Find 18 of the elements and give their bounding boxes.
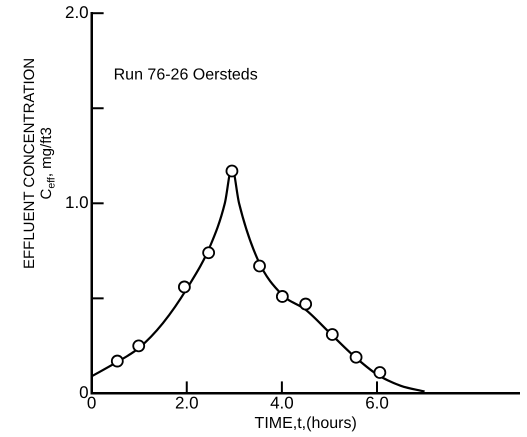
point — [276, 290, 289, 303]
point — [373, 366, 386, 379]
x-tick-label: 2.0 — [174, 393, 199, 412]
x-axis-title: TIME,t,(hours) — [254, 414, 357, 432]
point — [110, 354, 124, 368]
point — [132, 339, 146, 352]
y-tick-label: 1.0 — [64, 192, 89, 212]
point — [299, 298, 312, 310]
y-tick-label: 2.0 — [64, 2, 89, 22]
x-tick-label: 4.0 — [270, 393, 294, 412]
point — [350, 350, 362, 364]
annotation: Run 76-26 Oersteds — [114, 66, 258, 84]
point — [202, 246, 216, 260]
point — [178, 280, 191, 294]
point — [253, 260, 266, 272]
point — [226, 164, 238, 178]
x-tick-label: 6.0 — [365, 393, 389, 412]
point — [326, 328, 339, 341]
